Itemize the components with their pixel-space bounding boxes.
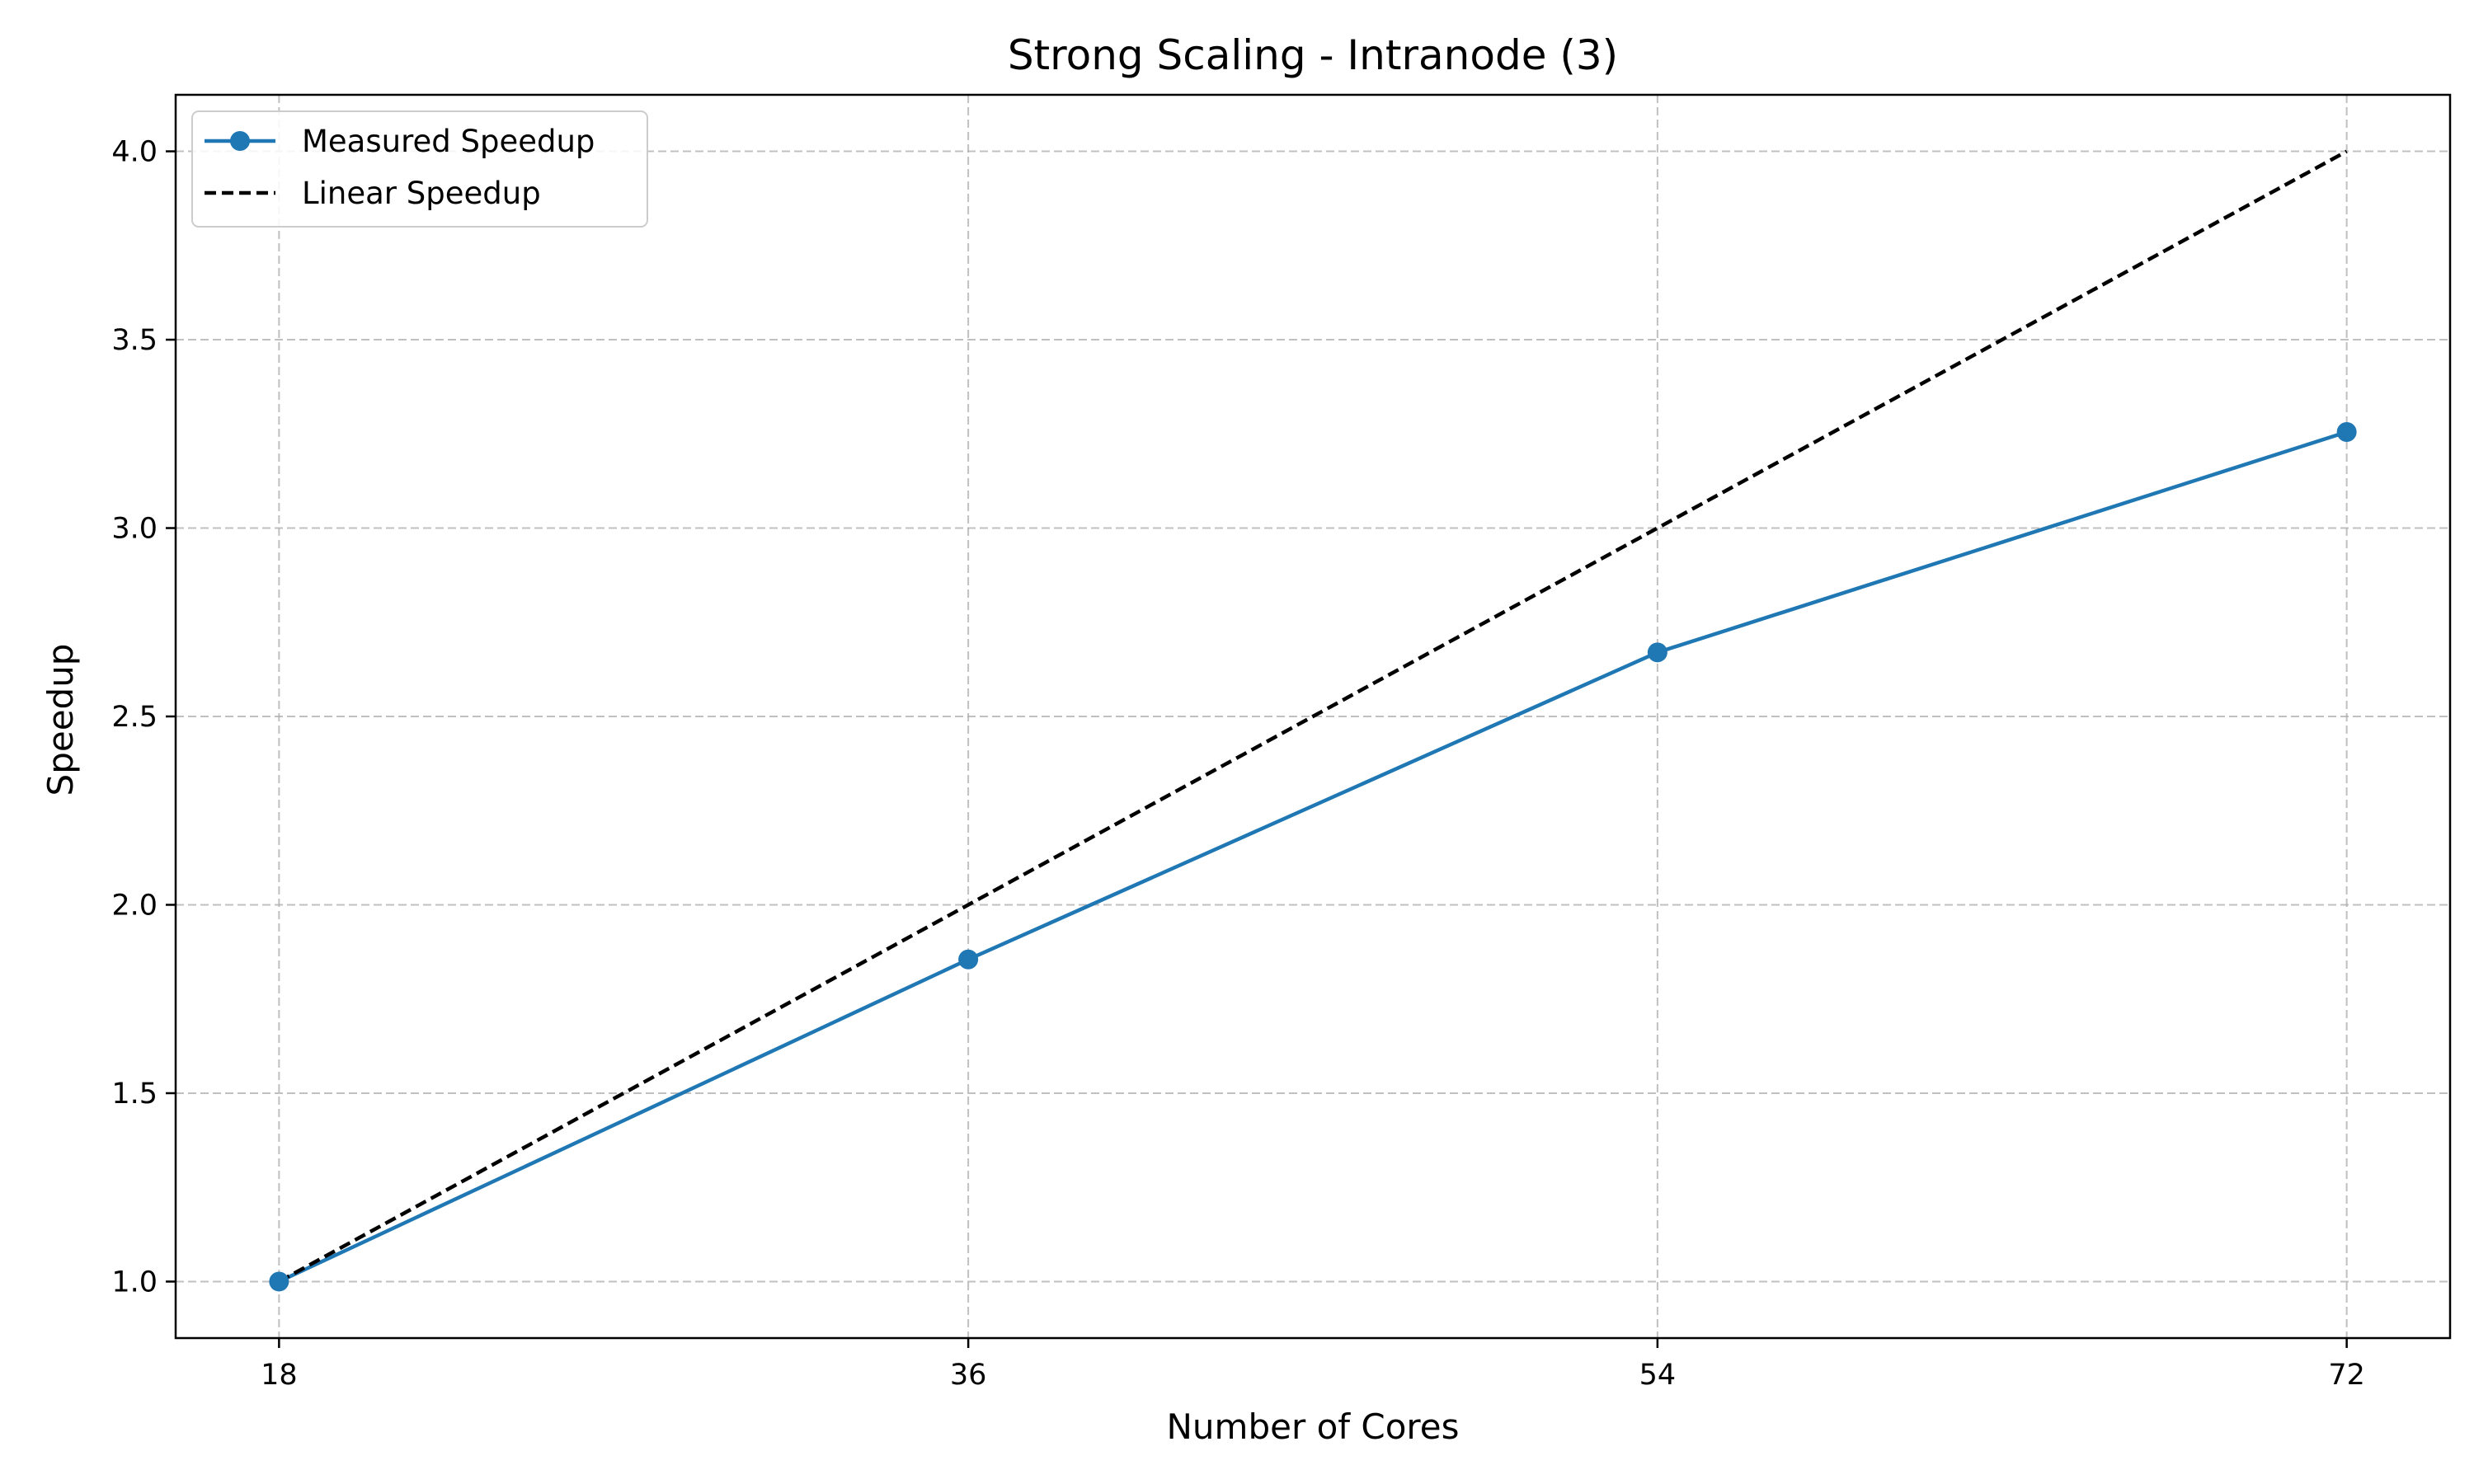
measured-speedup-point — [269, 1271, 289, 1292]
y-tick-label: 3.5 — [111, 324, 158, 357]
x-tick-label: 36 — [950, 1359, 987, 1392]
y-tick-label: 1.0 — [111, 1266, 158, 1298]
measured-speedup-point — [2336, 421, 2357, 442]
x-tick-label: 18 — [261, 1359, 298, 1392]
legend-label-linear: Linear Speedup — [302, 176, 541, 211]
measured-speedup-point — [958, 949, 979, 970]
x-axis-label: Number of Cores — [1167, 1407, 1460, 1447]
y-axis-ticks: 1.0 1.5 2.0 2.5 3.0 3.5 4.0 — [111, 136, 176, 1298]
x-axis-ticks: 18 36 54 72 — [261, 1338, 2365, 1392]
y-tick-label: 2.0 — [111, 889, 158, 922]
x-tick-label: 72 — [2328, 1359, 2365, 1392]
plot-series — [269, 149, 2357, 1292]
x-tick-label: 54 — [1639, 1359, 1677, 1392]
legend: Measured Speedup Linear Speedup — [191, 110, 648, 228]
y-tick-label: 2.5 — [111, 701, 158, 734]
legend-box — [191, 110, 648, 228]
y-tick-label: 1.5 — [111, 1078, 158, 1111]
measured-speedup-line — [278, 430, 2348, 1284]
y-tick-label: 4.0 — [111, 136, 158, 169]
y-axis-label: Speedup — [40, 644, 81, 796]
chart-title: Strong Scaling - Intranode (3) — [1008, 31, 1618, 79]
legend-marker-measured — [230, 131, 250, 151]
linear-speedup-line — [278, 149, 2348, 1284]
legend-label-measured: Measured Speedup — [302, 124, 595, 159]
y-tick-label: 3.0 — [111, 513, 158, 546]
measured-speedup-point — [1647, 642, 1667, 663]
